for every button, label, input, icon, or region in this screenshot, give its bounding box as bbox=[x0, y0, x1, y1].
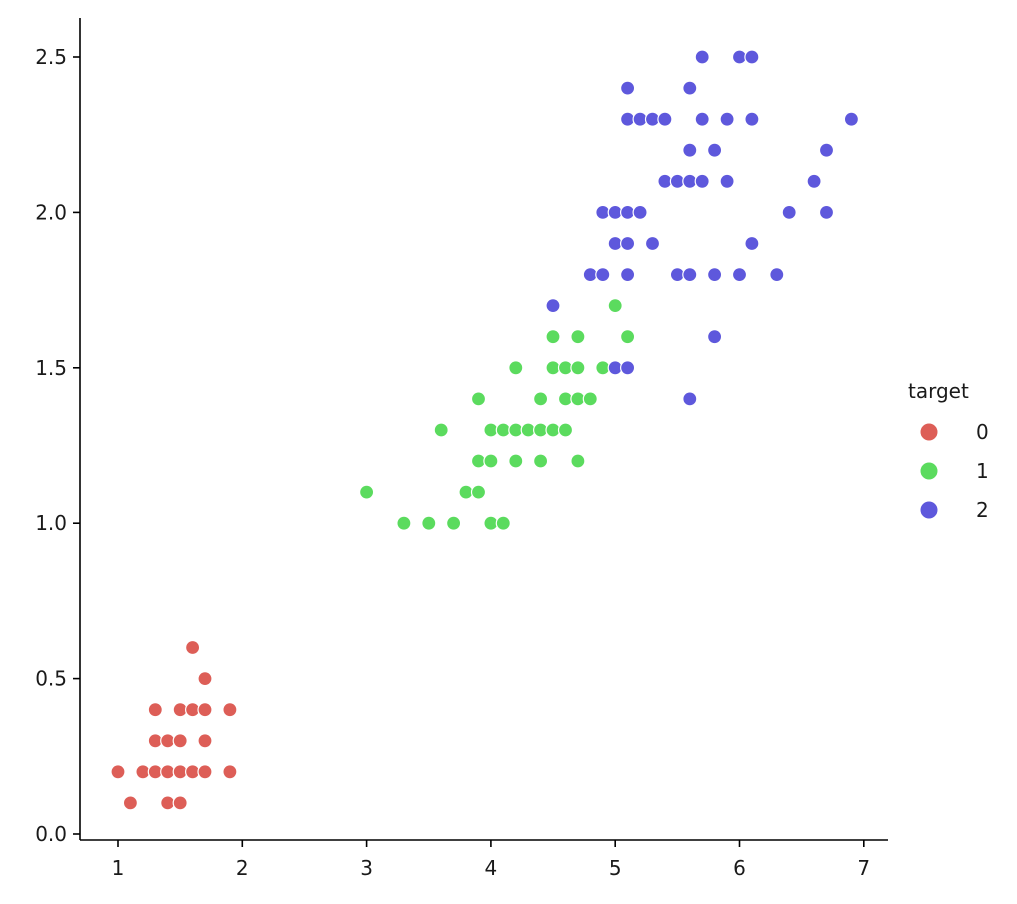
data-point-target-0 bbox=[172, 795, 188, 811]
data-point-target-0 bbox=[172, 733, 188, 749]
data-point-target-2 bbox=[632, 204, 648, 220]
data-point-target-1 bbox=[470, 484, 487, 500]
data-point-target-1 bbox=[607, 298, 623, 314]
data-point-target-1 bbox=[396, 515, 412, 531]
data-point-target-2 bbox=[619, 235, 636, 252]
data-point-target-2 bbox=[657, 111, 673, 127]
data-point-target-2 bbox=[694, 49, 710, 65]
data-point-target-2 bbox=[644, 235, 661, 252]
data-point-target-2 bbox=[694, 173, 710, 189]
legend-marker-1 bbox=[919, 461, 939, 481]
data-point-target-0 bbox=[197, 702, 213, 718]
data-point-target-2 bbox=[619, 360, 636, 376]
x-tick-label: 4 bbox=[485, 856, 498, 880]
y-tick-label: 0.0 bbox=[35, 822, 67, 846]
data-point-target-2 bbox=[706, 329, 723, 345]
data-point-target-2 bbox=[744, 111, 760, 127]
data-point-target-2 bbox=[806, 173, 822, 189]
x-tick-label: 6 bbox=[733, 856, 746, 880]
data-point-target-2 bbox=[694, 111, 710, 127]
data-point-target-1 bbox=[359, 484, 375, 500]
data-point-target-0 bbox=[197, 764, 213, 780]
y-tick-label: 2.5 bbox=[35, 45, 67, 69]
data-point-target-1 bbox=[421, 515, 437, 531]
data-point-target-2 bbox=[719, 111, 735, 127]
data-point-target-2 bbox=[682, 142, 698, 158]
data-point-target-0 bbox=[160, 795, 176, 811]
y-tick-label: 1.0 bbox=[35, 511, 67, 535]
data-point-target-0 bbox=[197, 733, 213, 749]
x-tick-label: 7 bbox=[857, 856, 870, 880]
data-point-target-2 bbox=[619, 80, 636, 96]
scatter-points bbox=[110, 49, 860, 811]
legend-marker-0 bbox=[919, 422, 939, 442]
data-point-target-1 bbox=[458, 484, 474, 500]
data-point-target-0 bbox=[222, 702, 238, 718]
y-tick-label: 2.0 bbox=[35, 200, 67, 224]
data-point-target-1 bbox=[508, 453, 524, 469]
plot-area: 1 2 3 4 5 6 7 0.0 0.5 1.0 1.5 2.0 2.5 bbox=[35, 18, 888, 880]
data-point-target-2 bbox=[744, 235, 760, 252]
data-point-target-1 bbox=[532, 391, 549, 407]
data-point-target-2 bbox=[682, 80, 698, 96]
data-point-target-1 bbox=[570, 329, 586, 345]
data-point-target-0 bbox=[122, 795, 138, 811]
data-point-target-1 bbox=[582, 391, 598, 407]
x-tick-label: 3 bbox=[360, 856, 373, 880]
legend-title: target bbox=[908, 379, 969, 403]
data-point-target-2 bbox=[619, 267, 636, 283]
legend-items: 0 1 2 bbox=[919, 420, 989, 522]
legend-label-1: 1 bbox=[976, 459, 989, 483]
data-point-target-1 bbox=[483, 453, 499, 469]
data-point-target-1 bbox=[433, 422, 449, 438]
legend: target 0 1 2 bbox=[908, 379, 989, 522]
data-point-target-2 bbox=[818, 204, 835, 220]
data-point-target-1 bbox=[570, 360, 586, 376]
x-axis-ticks: 1 2 3 4 5 6 7 bbox=[112, 840, 870, 880]
data-point-target-2 bbox=[682, 267, 698, 283]
x-tick-label: 5 bbox=[609, 856, 622, 880]
data-point-target-1 bbox=[508, 360, 524, 376]
data-point-target-0 bbox=[197, 670, 213, 687]
data-point-target-1 bbox=[570, 453, 586, 469]
x-tick-label: 1 bbox=[112, 856, 125, 880]
data-point-target-0 bbox=[160, 764, 176, 780]
data-point-target-2 bbox=[744, 49, 760, 65]
data-point-target-2 bbox=[781, 204, 797, 220]
y-axis-ticks: 0.0 0.5 1.0 1.5 2.0 2.5 bbox=[35, 45, 80, 846]
data-point-target-1 bbox=[495, 515, 511, 531]
y-tick-label: 1.5 bbox=[35, 356, 67, 380]
legend-marker-2 bbox=[919, 500, 939, 520]
data-point-target-2 bbox=[682, 391, 698, 407]
data-point-target-2 bbox=[719, 173, 735, 189]
data-point-target-1 bbox=[470, 391, 487, 407]
data-point-target-2 bbox=[818, 142, 835, 158]
data-point-target-2 bbox=[769, 267, 785, 283]
data-point-target-1 bbox=[557, 422, 574, 438]
data-point-target-0 bbox=[160, 733, 176, 749]
data-point-target-1 bbox=[619, 329, 636, 345]
data-point-target-2 bbox=[731, 267, 748, 283]
data-point-target-0 bbox=[185, 639, 201, 656]
x-tick-label: 2 bbox=[236, 856, 249, 880]
data-point-target-2 bbox=[706, 267, 723, 283]
data-point-target-2 bbox=[843, 111, 860, 127]
data-point-target-0 bbox=[147, 702, 163, 718]
data-point-target-1 bbox=[446, 515, 462, 531]
legend-label-2: 2 bbox=[976, 498, 989, 522]
legend-label-0: 0 bbox=[976, 420, 989, 444]
data-point-target-1 bbox=[532, 453, 549, 469]
data-point-target-0 bbox=[110, 764, 126, 780]
data-point-target-2 bbox=[706, 142, 723, 158]
data-point-target-2 bbox=[545, 298, 561, 314]
data-point-target-2 bbox=[595, 267, 611, 283]
data-point-target-0 bbox=[222, 764, 238, 780]
data-point-target-1 bbox=[495, 422, 511, 438]
y-tick-label: 0.5 bbox=[35, 667, 67, 691]
data-point-target-1 bbox=[545, 329, 561, 345]
